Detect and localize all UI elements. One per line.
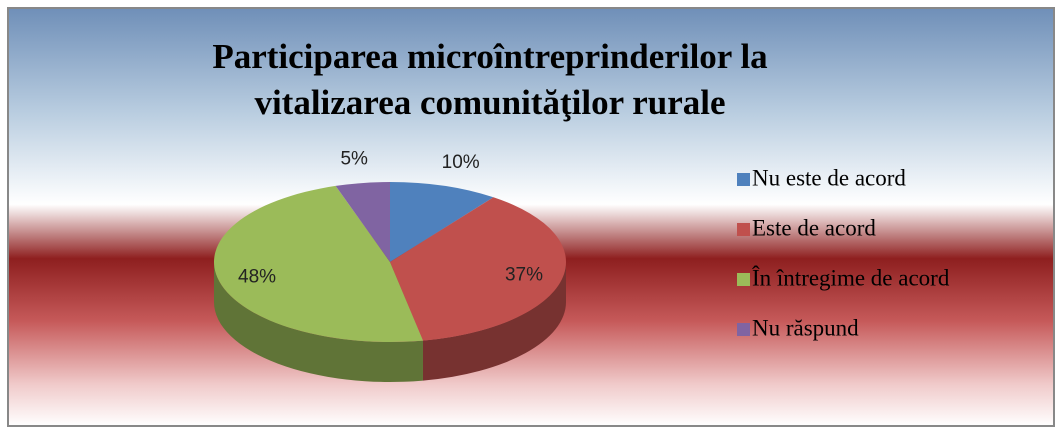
legend-label: Nu răspund — [752, 315, 859, 340]
slice — [390, 197, 567, 341]
legend-label: Este de acord — [752, 215, 876, 240]
slice-side — [214, 262, 423, 382]
data-label: 10% — [442, 152, 480, 173]
legend-swatch — [737, 323, 750, 336]
data-label: 37% — [505, 265, 543, 286]
legend-swatch — [737, 223, 750, 236]
legend-swatch — [737, 173, 750, 186]
legend-label: Nu este de acord — [752, 165, 906, 190]
slice — [335, 182, 390, 262]
chart-title: Participarea microîntreprinderilor la — [212, 37, 767, 76]
data-label: 5% — [340, 148, 368, 169]
data-label: 48% — [238, 267, 276, 288]
legend-label: În întregime de acord — [752, 265, 950, 290]
slice-side — [422, 262, 566, 381]
slice — [213, 185, 423, 343]
chart-title: vitalizarea comunităţilor rurale — [254, 83, 725, 122]
legend-swatch — [737, 273, 750, 286]
slice — [390, 182, 494, 262]
